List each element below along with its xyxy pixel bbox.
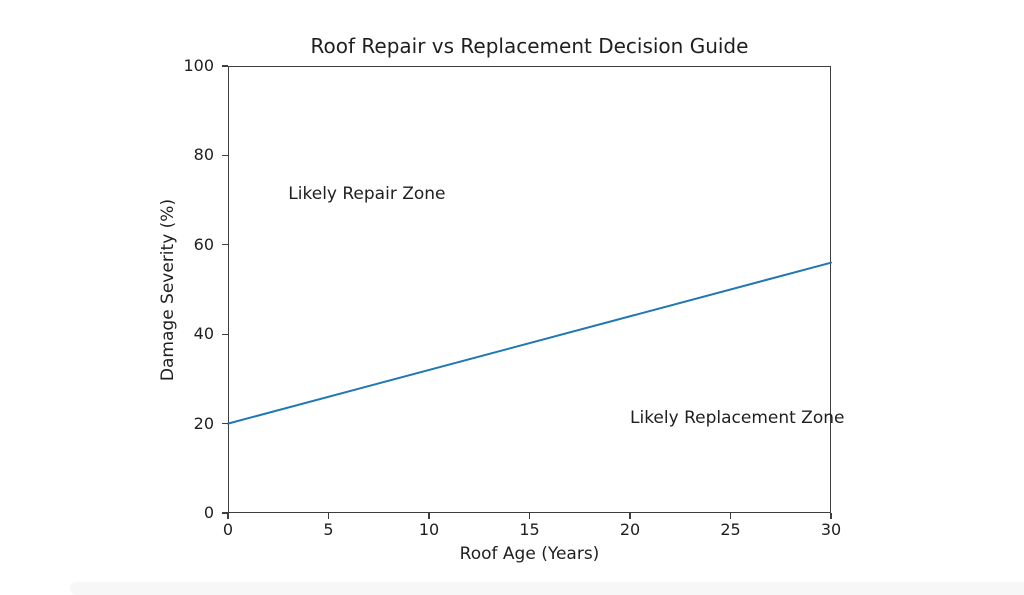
x-tick-label: 0 xyxy=(222,520,234,539)
x-tick-mark xyxy=(528,513,531,519)
x-tick-mark xyxy=(629,513,631,519)
annotation-likely-repair-zone: Likely Repair Zone xyxy=(288,184,446,205)
x-tick-label: 30 xyxy=(820,520,842,539)
x-tick-mark xyxy=(729,513,732,519)
y-tick-label: 40 xyxy=(193,324,214,344)
y-tick-mark xyxy=(222,423,228,425)
y-tick-label: 20 xyxy=(193,413,214,433)
x-tick-label: 15 xyxy=(519,520,540,539)
annotation-likely-replacement-zone: Likely Replacement Zone xyxy=(630,407,845,428)
y-tick-mark xyxy=(222,512,228,514)
x-axis-label: Roof Age (Years) xyxy=(459,544,600,564)
x-tick-mark xyxy=(428,513,430,519)
y-tick-mark xyxy=(222,244,228,246)
x-tick-mark xyxy=(830,513,832,519)
line-series-svg xyxy=(227,261,832,425)
y-tick-mark xyxy=(222,333,228,335)
x-tick-mark xyxy=(227,513,229,519)
bottom-edge-shadow xyxy=(70,582,1024,595)
repair-replacement-boundary-line xyxy=(227,261,832,425)
x-tick-label: 5 xyxy=(323,520,334,539)
y-tick-label: 0 xyxy=(203,503,214,522)
y-tick-mark xyxy=(222,65,228,67)
y-tick-mark xyxy=(222,154,228,156)
y-tick-label: 80 xyxy=(193,145,214,165)
y-tick-label: 100 xyxy=(183,56,214,75)
y-axis-label: Damage Severity (%) xyxy=(158,198,178,382)
x-tick-label: 25 xyxy=(720,520,741,539)
x-tick-mark xyxy=(327,513,330,519)
chart-title: Roof Repair vs Replacement Decision Guid… xyxy=(310,34,749,58)
y-tick-label: 60 xyxy=(193,234,214,254)
x-tick-label: 20 xyxy=(619,520,641,539)
x-tick-label: 10 xyxy=(418,520,440,539)
